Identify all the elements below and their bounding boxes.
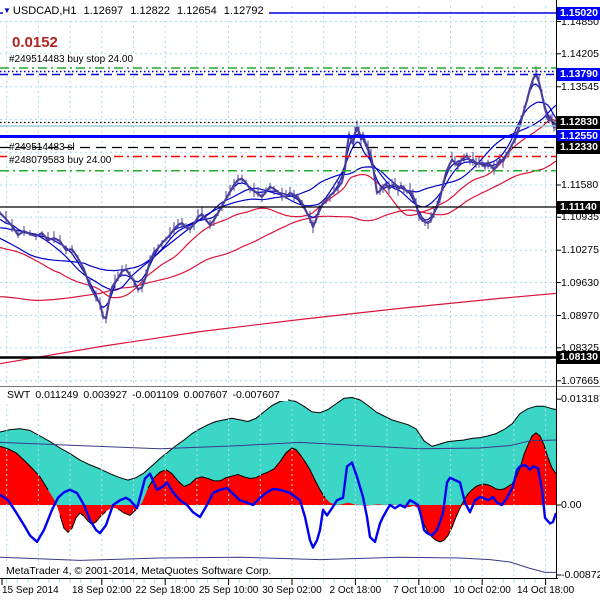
indicator-header: SWT 0.011249 0.003927 -0.001109 0.007607 -0.0… <box>4 389 288 401</box>
indicator-value: 0.007607 <box>183 389 228 401</box>
change-label: 0.0152 <box>9 34 61 51</box>
indicator-value: 0.003927 <box>83 389 128 401</box>
indicator-name: SWT <box>7 389 31 401</box>
open-value: 1.12697 <box>83 5 124 17</box>
close-value: 1.12792 <box>223 5 264 17</box>
indicator-value: -0.001109 <box>132 389 179 401</box>
indicator-value: -0.007607 <box>232 389 280 401</box>
order-annotation-sl[interactable]: #249514483 sl <box>9 142 75 153</box>
order-annotation-buy-stop[interactable]: #249514483 buy stop 24.00 <box>7 54 135 65</box>
chart-title: ▼ USDCAD,H1 1.12697 1.12822 1.12654 1.12792 <box>3 5 269 18</box>
order-annotation-buy[interactable]: #248079583 buy 24.00 <box>7 155 114 166</box>
symbol-period-label: USDCAD,H1 <box>12 5 77 17</box>
chart-marker-icon[interactable]: ▼ <box>3 6 11 15</box>
high-value: 1.12822 <box>130 5 171 17</box>
low-value: 1.12654 <box>177 5 217 17</box>
indicator-value: 0.011249 <box>35 389 79 401</box>
copyright: MetaTrader 4, © 2001-2014, MetaQuotes So… <box>4 565 274 577</box>
chart-canvas <box>0 0 600 585</box>
